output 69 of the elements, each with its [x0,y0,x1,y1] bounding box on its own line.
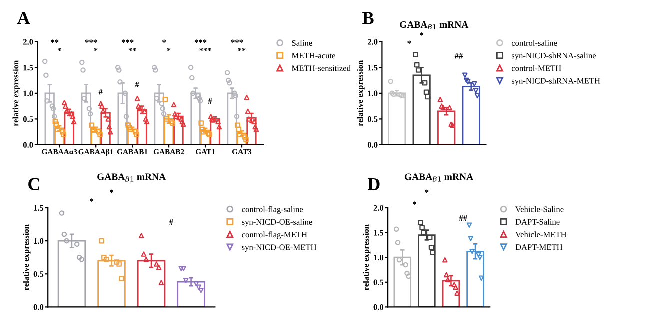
y-tick-label: 1.0 [34,238,44,244]
annotation: # [208,98,212,104]
annotation: # [135,82,140,88]
y-tick-label: 2.0 [23,39,34,45]
y-tick-label: 1.5 [34,205,44,212]
y-axis-title: relative expression [363,224,371,290]
legend-label: METH-acute [292,53,336,59]
text: B [362,12,374,24]
legend-label: syn-NICD-shRNA-METH [512,78,600,86]
annotation: *** [122,40,134,43]
annotation: ## [454,53,464,59]
chart-title: GABA$_{B1}$ mRNA [98,174,166,182]
annotation: * [94,48,98,52]
annotation: * [408,40,412,44]
text: * [425,190,429,193]
y-axis-title: relative expression [12,60,20,126]
legend-label: syn-NICD-OE-saline [242,219,312,227]
legend-label: control-flag-METH [242,232,308,240]
y-tick-label: 0.0 [368,142,378,148]
text: * [413,202,417,205]
annotation: # [98,89,103,95]
chart-title: GABA$_{B1}$ mRNA [400,22,469,30]
annotation: ** [51,40,59,43]
text: * [90,198,94,202]
annotation: *** [194,40,207,43]
annotation: * [58,48,62,52]
annotation: ** [128,48,136,52]
legend-label: Vehicle-Saline [516,206,564,212]
y-tick-label: 0.5 [368,116,378,122]
text: C [28,178,40,190]
y-tick-label: 1.0 [374,254,384,261]
text: * [110,190,114,193]
annotation: *** [231,40,244,43]
annotation: # [169,220,174,226]
text: * [420,32,424,36]
y-tick-label: 0.0 [23,142,34,148]
chart-title: GABA$_{B1}$ mRNA [404,174,474,182]
y-tick-label: 2.0 [368,39,378,45]
y-tick-label: 0.5 [23,116,34,122]
y-tick-label: 1.5 [368,65,378,71]
legend-label: DAPT-METH [516,244,563,250]
annotation: ## [459,216,468,222]
legend-label: syn-NICD-shRNA-saline [512,52,596,60]
annotation: * [167,48,171,52]
legend-label: METH-sensitized [292,65,351,72]
y-tick-label: 1.5 [24,65,34,71]
y-tick-label: 2.0 [374,205,384,212]
legend-label: Saline [292,40,312,46]
legend-label: control-METH [512,65,562,72]
y-tick-label: 0.0 [374,304,384,310]
y-tick-label: 0.5 [34,271,44,278]
legend-label: DAPT-Saline [516,219,560,225]
annotation: *** [200,48,212,52]
legend-label: syn-NICD-OE-METH [242,244,317,252]
legend-label: Vehicle-METH [516,232,567,238]
annotation: * [162,40,166,43]
legend-label: control-flag-saline [242,206,304,214]
legend-label: control-saline [512,40,558,46]
y-tick-label: 1.5 [374,230,384,236]
y-tick-label: 0.5 [374,280,384,286]
y-tick-label: 1.0 [24,90,34,96]
text: D [368,178,380,190]
text: A [17,12,30,24]
y-axis-title: relative expression [357,60,365,126]
y-tick-label: 1.0 [368,90,378,96]
y-axis-title: relative expression [23,224,31,290]
annotation: ** [238,48,246,52]
annotation: *** [85,40,98,43]
y-tick-label: 0.0 [34,304,44,310]
